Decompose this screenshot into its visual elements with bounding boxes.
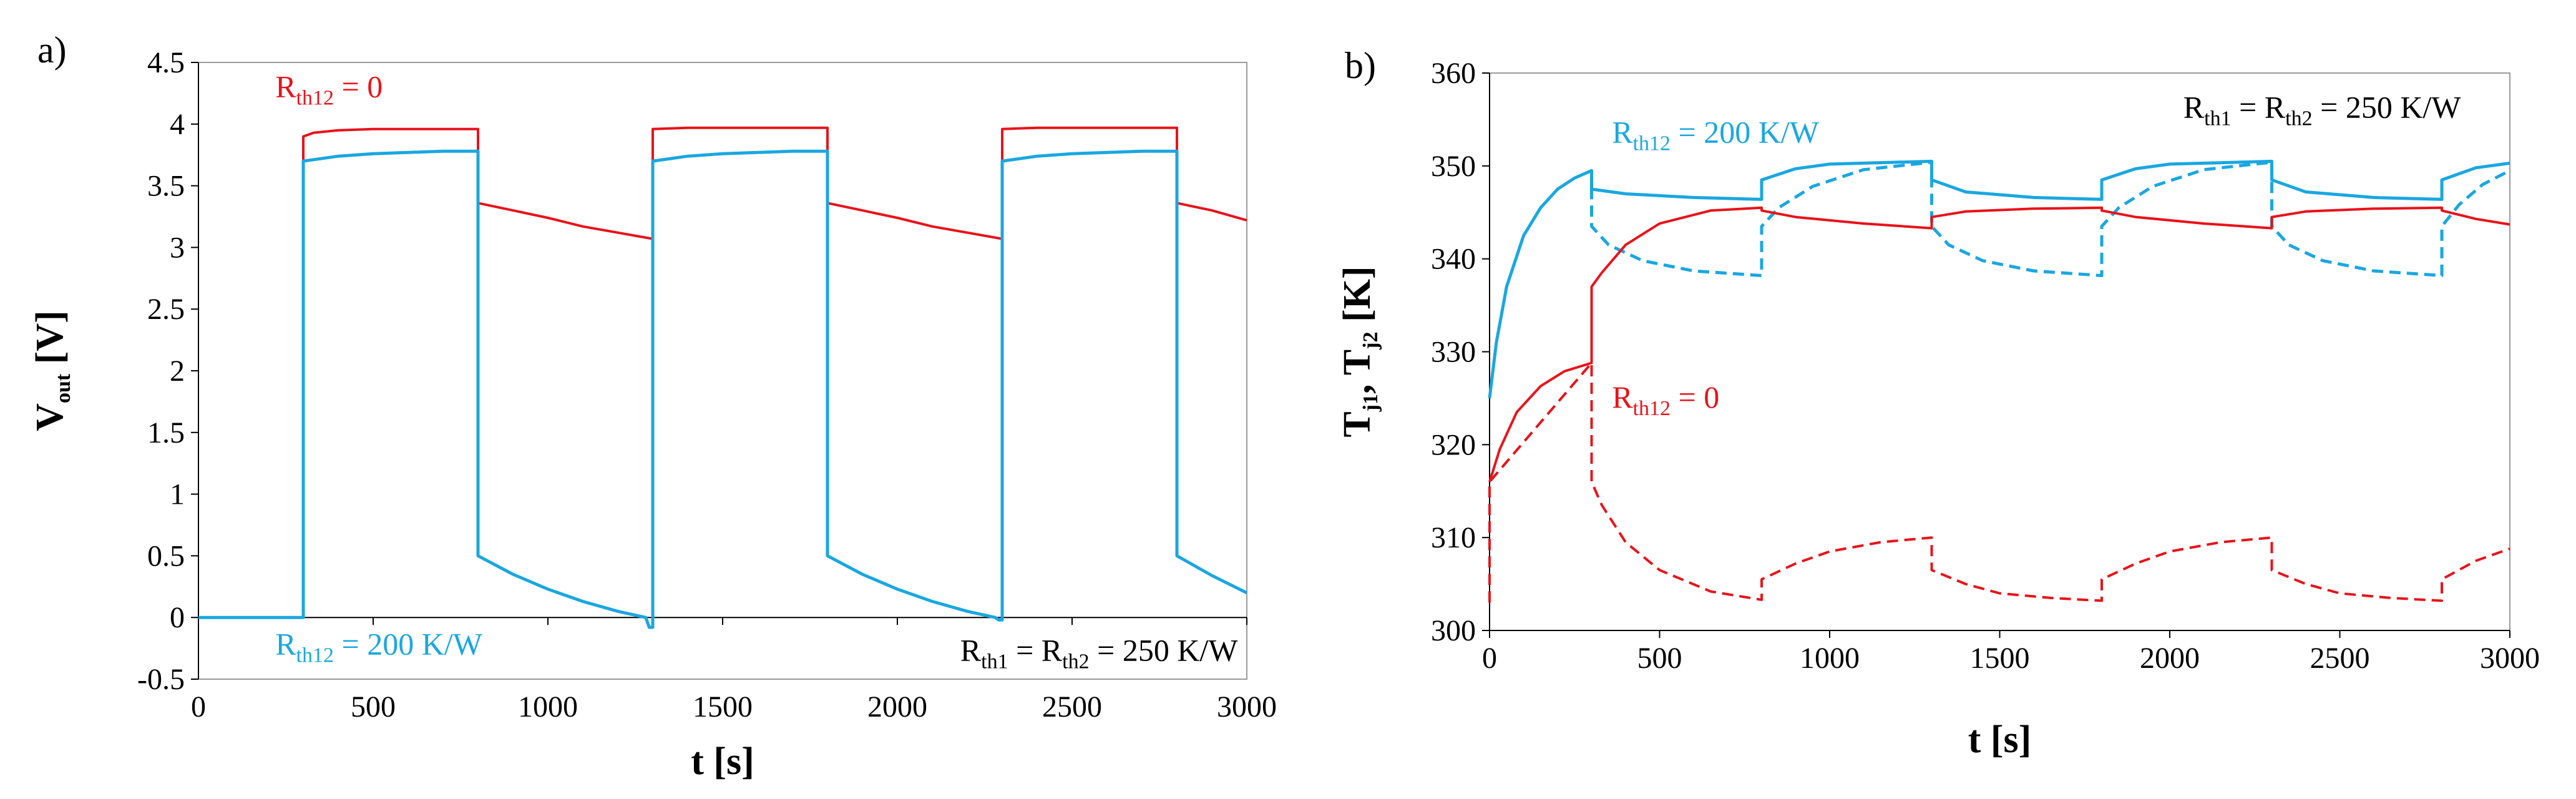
annotation-main: R (275, 69, 296, 104)
y-tick-label: 2 (170, 355, 185, 388)
y-axis-label: Tj1, Tj2 [K] (1336, 266, 1382, 437)
y-axis-label: Vout [V] (29, 310, 75, 431)
annotation-label: Rth1 = Rth2 = 250 K/W (960, 632, 1239, 673)
y-tick-label: 0 (170, 601, 185, 634)
x-tick-label: 3000 (2480, 642, 2540, 675)
x-tick-label: 1000 (1800, 642, 1860, 675)
annotation-sub: th1 (2204, 107, 2231, 130)
plot-frame (1489, 72, 2510, 631)
y-label-unit: [K] (1336, 266, 1378, 331)
annotation-sub: th12 (1633, 397, 1671, 420)
annotation-label: Rth1 = Rth2 = 250 K/W (2183, 89, 2462, 130)
panel-label: b) (1345, 45, 1376, 86)
y-tick-label: 3 (170, 231, 185, 264)
annotation-main: R (1612, 380, 1633, 414)
y-label-sub: j1 (1359, 394, 1382, 412)
y-tick-label: 4 (170, 108, 185, 141)
x-tick-label: 2000 (867, 690, 927, 723)
y-label-mid: , T (1336, 350, 1378, 394)
series-line-dashed-red (1488, 361, 2510, 603)
y-tick-label: 2.5 (147, 293, 185, 326)
annotation-rest: = R (1008, 632, 1063, 667)
y-tick-label: 320 (1431, 428, 1476, 461)
x-tick-label: 0 (191, 690, 206, 723)
annotation-rest2: = 250 K/W (1090, 632, 1239, 667)
annotation-sub: th1 (981, 650, 1008, 673)
y-tick-label: 340 (1431, 243, 1476, 276)
y-tick-label: 360 (1431, 57, 1476, 90)
y-tick-label: 0.5 (147, 539, 185, 572)
y-label-sub2: j2 (1359, 331, 1382, 350)
y-label-unit: [V] (29, 310, 71, 374)
x-tick-label: 500 (1637, 642, 1682, 675)
y-tick-label: 350 (1431, 150, 1476, 183)
x-tick-label: 2500 (2310, 642, 2370, 675)
series-line-solid-blue (198, 149, 1248, 629)
annotation-rest2: = 250 K/W (2313, 89, 2462, 124)
annotation-rest: = R (2232, 89, 2286, 124)
x-tick-label: 1500 (1970, 642, 2030, 675)
x-tick-label: 2500 (1042, 690, 1102, 723)
annotation-sub: th12 (296, 644, 334, 667)
annotation-main: R (960, 632, 982, 667)
y-label-main: V (29, 403, 71, 431)
annotation-rest: = 0 (1671, 380, 1719, 414)
annotation-rest: = 200 K/W (334, 626, 483, 661)
annotation-label: Rth12 = 200 K/W (1612, 115, 1820, 155)
y-tick-label: -0.5 (137, 663, 185, 696)
x-tick-label: 2000 (2140, 642, 2200, 675)
panel-label: a) (37, 29, 67, 71)
x-tick-label: 500 (351, 690, 396, 723)
x-axis-label: t [s] (1968, 718, 2032, 761)
chart-a: -0.500.511.522.533.544.50 500 1000 1500 2000… (29, 29, 1277, 783)
x-tick-label: 3000 (1217, 690, 1277, 723)
annotation-sub2: th2 (1062, 650, 1089, 673)
series-line-solid-red (198, 126, 1247, 619)
series-line-dashed-blue (1590, 160, 2511, 277)
y-tick-label: 330 (1431, 336, 1476, 369)
annotation-rest: = 0 (334, 69, 383, 104)
annotation-sub: th12 (1633, 132, 1671, 155)
annotation-label: Rth12 = 200 K/W (275, 626, 483, 667)
series-line-solid-blue (1488, 159, 2510, 399)
annotation-sub2: th2 (2285, 107, 2312, 130)
annotation-label: Rth12 = 0 (275, 69, 383, 109)
y-tick-label: 300 (1431, 614, 1476, 647)
x-axis-label: t [s] (691, 740, 754, 783)
annotation-main: R (1612, 115, 1633, 150)
y-label-main: T (1336, 411, 1378, 437)
y-tick-label: 1.5 (147, 416, 185, 449)
chart-b: 300 310 320 330 340 350 360 0 500 1000 1500 2000 250… (1336, 45, 2540, 761)
y-tick-label: 1 (170, 478, 185, 511)
annotation-main: R (275, 626, 296, 661)
x-tick-label: 1500 (693, 690, 753, 723)
annotation-rest: = 200 K/W (1671, 115, 1820, 150)
annotation-main: R (2183, 89, 2205, 124)
annotation-sub: th12 (296, 86, 334, 109)
annotation-label: Rth12 = 0 (1612, 380, 1719, 420)
y-label-sub: out (52, 373, 75, 403)
series-line-solid-red (1488, 206, 2510, 483)
y-tick-label: 3.5 (147, 170, 185, 203)
y-tick-label: 310 (1431, 521, 1476, 554)
x-tick-label: 0 (1482, 642, 1497, 675)
x-tick-label: 1000 (518, 690, 578, 723)
y-tick-label: 4.5 (147, 46, 185, 79)
